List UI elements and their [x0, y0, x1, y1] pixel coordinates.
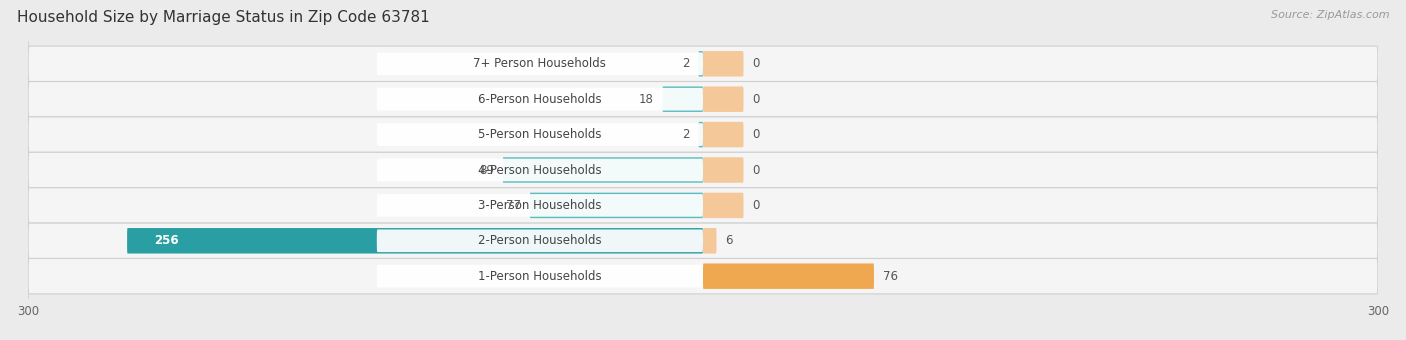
FancyBboxPatch shape [703, 51, 744, 76]
Text: 6: 6 [725, 234, 733, 247]
Text: 5-Person Households: 5-Person Households [478, 128, 602, 141]
FancyBboxPatch shape [377, 123, 703, 146]
FancyBboxPatch shape [377, 194, 703, 217]
FancyBboxPatch shape [28, 152, 1378, 188]
Text: 0: 0 [752, 57, 759, 70]
FancyBboxPatch shape [28, 188, 1378, 223]
FancyBboxPatch shape [703, 264, 875, 289]
FancyBboxPatch shape [703, 86, 744, 112]
Text: 18: 18 [638, 93, 654, 106]
FancyBboxPatch shape [377, 52, 703, 75]
FancyBboxPatch shape [699, 51, 703, 76]
Text: 2: 2 [682, 128, 689, 141]
FancyBboxPatch shape [127, 228, 703, 254]
FancyBboxPatch shape [28, 82, 1378, 117]
FancyBboxPatch shape [703, 122, 744, 147]
Text: 0: 0 [752, 93, 759, 106]
Text: 1-Person Households: 1-Person Households [478, 270, 602, 283]
FancyBboxPatch shape [662, 86, 703, 112]
Text: 77: 77 [506, 199, 520, 212]
FancyBboxPatch shape [703, 228, 717, 254]
FancyBboxPatch shape [377, 88, 703, 110]
Text: Source: ZipAtlas.com: Source: ZipAtlas.com [1271, 10, 1389, 20]
Text: 0: 0 [752, 199, 759, 212]
Text: 7+ Person Households: 7+ Person Households [474, 57, 606, 70]
Text: 3-Person Households: 3-Person Households [478, 199, 602, 212]
Text: 256: 256 [155, 234, 179, 247]
FancyBboxPatch shape [703, 157, 744, 183]
Text: 0: 0 [752, 128, 759, 141]
FancyBboxPatch shape [28, 223, 1378, 258]
FancyBboxPatch shape [699, 122, 703, 147]
FancyBboxPatch shape [703, 193, 744, 218]
FancyBboxPatch shape [28, 258, 1378, 294]
Text: 6-Person Households: 6-Person Households [478, 93, 602, 106]
FancyBboxPatch shape [28, 46, 1378, 82]
FancyBboxPatch shape [28, 117, 1378, 152]
Text: 4-Person Households: 4-Person Households [478, 164, 602, 176]
Text: 0: 0 [752, 164, 759, 176]
FancyBboxPatch shape [377, 230, 703, 252]
Text: 2: 2 [682, 57, 689, 70]
Text: Household Size by Marriage Status in Zip Code 63781: Household Size by Marriage Status in Zip… [17, 10, 430, 25]
FancyBboxPatch shape [377, 265, 703, 288]
FancyBboxPatch shape [377, 159, 703, 181]
FancyBboxPatch shape [530, 193, 703, 218]
Text: 76: 76 [883, 270, 898, 283]
Text: 89: 89 [479, 164, 494, 176]
FancyBboxPatch shape [503, 157, 703, 183]
Text: 2-Person Households: 2-Person Households [478, 234, 602, 247]
